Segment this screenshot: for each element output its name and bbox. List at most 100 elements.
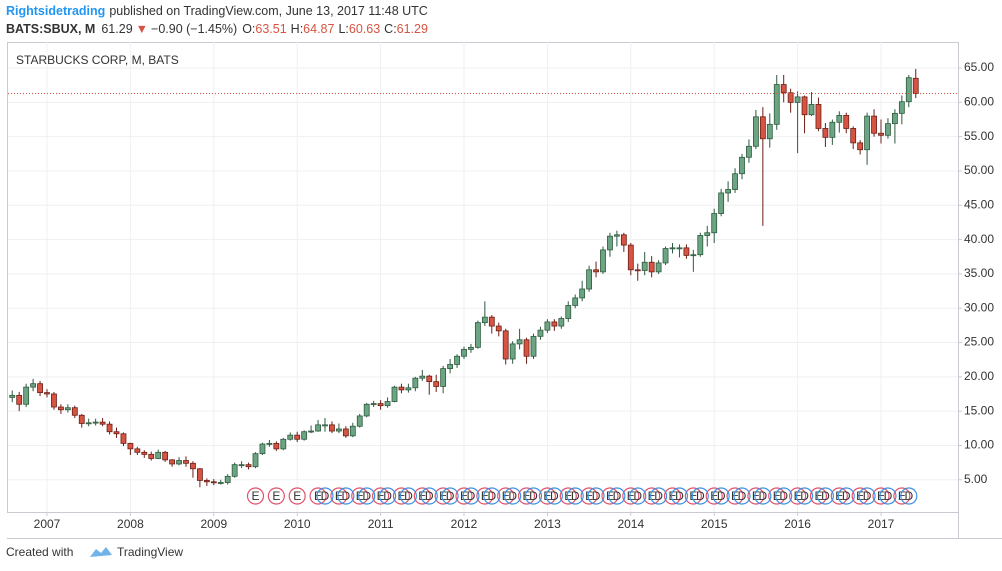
- candle-body: [301, 431, 308, 440]
- dividends-marker[interactable]: D: [712, 487, 730, 505]
- dividends-marker[interactable]: D: [879, 487, 897, 505]
- dividends-marker[interactable]: D: [691, 487, 709, 505]
- earnings-marker[interactable]: E: [267, 487, 285, 505]
- candle-body: [808, 104, 815, 116]
- candle-body: [9, 394, 16, 398]
- earnings-marker[interactable]: E: [538, 487, 557, 505]
- candle-body: [857, 142, 864, 151]
- logo-icon[interactable]: [90, 547, 112, 557]
- brand[interactable]: TradingView: [117, 545, 183, 559]
- earnings-marker[interactable]: E: [705, 487, 723, 505]
- marker-label: E: [710, 489, 718, 503]
- earnings-marker[interactable]: E: [351, 487, 369, 505]
- earnings-marker[interactable]: E: [455, 487, 473, 505]
- earnings-marker[interactable]: E: [747, 487, 765, 505]
- dividends-marker[interactable]: D: [316, 487, 334, 505]
- dividends-marker[interactable]: D: [649, 487, 668, 505]
- dividends-marker[interactable]: D: [608, 487, 626, 505]
- dividends-marker[interactable]: D: [504, 487, 522, 505]
- dividends-marker[interactable]: D: [566, 487, 584, 505]
- candle-body: [725, 189, 731, 194]
- earnings-marker[interactable]: E: [684, 487, 702, 505]
- o-value: 63.51: [255, 22, 286, 36]
- earnings-marker[interactable]: E: [559, 487, 577, 505]
- dividends-marker[interactable]: D: [524, 487, 543, 505]
- earnings-marker[interactable]: E: [809, 487, 828, 505]
- earnings-marker[interactable]: E: [288, 487, 306, 505]
- marker-label: E: [877, 489, 885, 503]
- dividends-marker[interactable]: D: [587, 487, 605, 505]
- dividends-marker[interactable]: D: [733, 487, 751, 505]
- dividends-marker[interactable]: D: [900, 487, 918, 505]
- earnings-marker[interactable]: E: [830, 487, 848, 505]
- marker-label: E: [627, 489, 635, 503]
- marker-label: D: [675, 489, 684, 503]
- marker-circle: [462, 487, 480, 505]
- candle-body: [335, 428, 342, 432]
- candle-body: [294, 434, 301, 440]
- dividends-marker[interactable]: D: [670, 487, 689, 505]
- earnings-marker[interactable]: E: [372, 487, 390, 505]
- earnings-marker[interactable]: E: [622, 487, 640, 505]
- earnings-marker[interactable]: E: [309, 487, 327, 505]
- earnings-marker[interactable]: E: [330, 487, 348, 505]
- earnings-marker[interactable]: E: [851, 487, 869, 505]
- marker-label: D: [717, 489, 726, 503]
- earnings-marker[interactable]: E: [246, 487, 265, 505]
- dividends-marker[interactable]: D: [337, 487, 355, 505]
- dividends-marker[interactable]: D: [399, 487, 417, 505]
- earnings-marker[interactable]: E: [517, 487, 536, 505]
- candle-body: [113, 431, 120, 435]
- candle-body: [718, 192, 725, 214]
- dividends-marker[interactable]: D: [545, 487, 563, 505]
- marker-circle: [524, 487, 543, 505]
- dividends-marker[interactable]: D: [483, 487, 501, 505]
- marker-label: E: [564, 489, 572, 503]
- candle-body: [822, 128, 829, 138]
- earnings-marker[interactable]: E: [476, 487, 494, 505]
- candle-body: [370, 403, 377, 405]
- candle-body: [690, 254, 697, 257]
- x-tick-label: 2017: [868, 517, 895, 531]
- dividends-marker[interactable]: D: [358, 487, 376, 505]
- marker-label: D: [383, 489, 392, 503]
- dividends-marker[interactable]: D: [629, 487, 647, 505]
- marker-label: D: [884, 489, 893, 503]
- candle-body: [329, 424, 335, 432]
- candle-body: [565, 305, 572, 319]
- dividends-marker[interactable]: D: [795, 487, 814, 505]
- dividends-marker[interactable]: D: [858, 487, 876, 505]
- earnings-marker[interactable]: E: [413, 487, 431, 505]
- marker-circle: [358, 487, 376, 505]
- marker-circle: [649, 487, 668, 505]
- marker-circle: [629, 487, 647, 505]
- earnings-marker[interactable]: E: [601, 487, 619, 505]
- earnings-marker[interactable]: E: [434, 487, 452, 505]
- candle-body: [454, 355, 460, 365]
- earnings-marker[interactable]: E: [497, 487, 515, 505]
- candle-body: [16, 394, 23, 405]
- marker-label: D: [696, 489, 705, 503]
- earnings-marker[interactable]: E: [893, 487, 911, 505]
- dividends-marker[interactable]: D: [816, 487, 835, 505]
- marker-label: E: [606, 489, 614, 503]
- candle-body: [148, 453, 155, 459]
- author[interactable]: Rightsidetrading: [6, 4, 105, 18]
- earnings-marker[interactable]: E: [726, 487, 744, 505]
- earnings-marker[interactable]: E: [580, 487, 598, 505]
- earnings-marker[interactable]: E: [643, 487, 661, 505]
- dividends-marker[interactable]: D: [441, 487, 459, 505]
- earnings-marker[interactable]: E: [872, 487, 890, 505]
- dividends-marker[interactable]: D: [754, 487, 772, 505]
- earnings-marker[interactable]: E: [768, 487, 786, 505]
- dividends-marker[interactable]: D: [775, 487, 793, 505]
- earnings-marker[interactable]: E: [788, 487, 807, 505]
- dividends-marker[interactable]: D: [462, 487, 480, 505]
- dividends-marker[interactable]: D: [420, 487, 438, 505]
- marker-circle: [545, 487, 563, 505]
- dividends-marker[interactable]: D: [378, 487, 397, 505]
- earnings-marker[interactable]: E: [663, 487, 682, 505]
- earnings-marker[interactable]: E: [392, 487, 411, 505]
- dividends-marker[interactable]: D: [837, 487, 855, 505]
- candle-body: [259, 443, 266, 455]
